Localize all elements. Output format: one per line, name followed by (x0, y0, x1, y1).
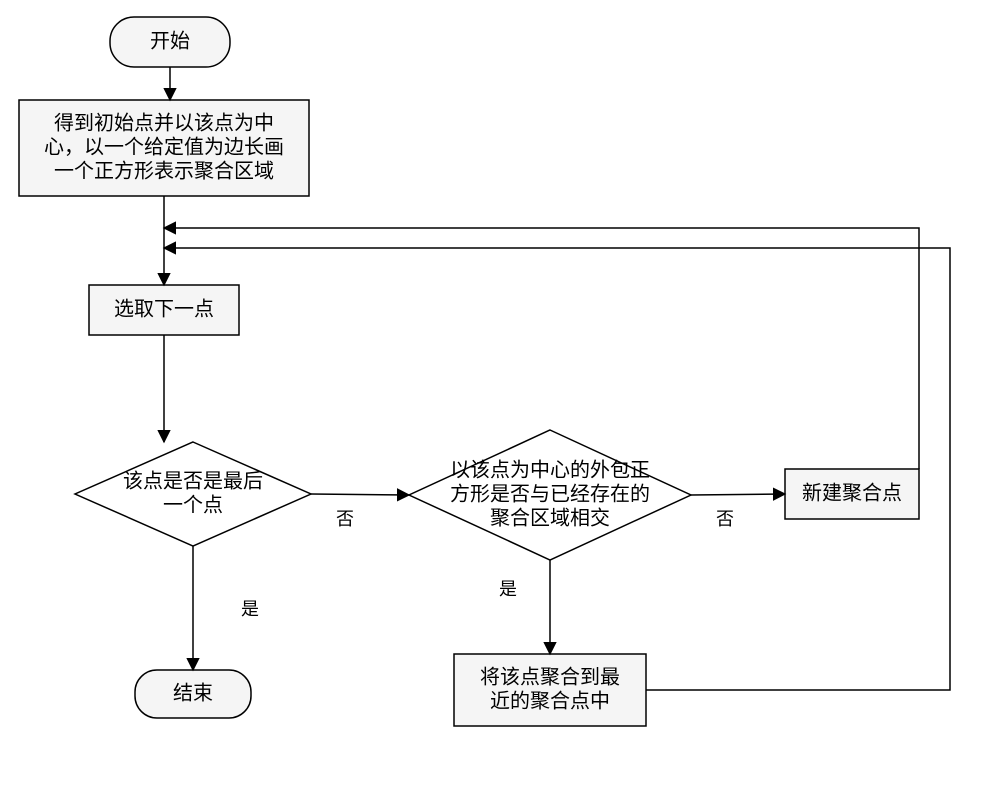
end-label: 结束 (173, 681, 213, 704)
edge-newagg-feedback (164, 228, 919, 469)
edge-islast-end-label: 是 (241, 599, 259, 619)
is-last-line1: 该点是否是最后 (123, 469, 263, 492)
node-new-agg: 新建聚合点 (785, 469, 919, 519)
init-line1: 得到初始点并以该点为中 (54, 111, 274, 134)
node-is-last: 该点是否是最后 一个点 (75, 442, 311, 546)
is-last-line2: 一个点 (163, 493, 223, 516)
node-merge: 将该点聚合到最 近的聚合点中 (454, 654, 646, 726)
init-line3: 一个正方形表示聚合区域 (54, 159, 274, 182)
intersect-line1: 以该点为中心的外包正 (450, 458, 650, 481)
node-start: 开始 (110, 17, 230, 67)
edge-islast-intersect (311, 494, 409, 495)
next-label: 选取下一点 (114, 297, 214, 320)
node-intersect: 以该点为中心的外包正 方形是否与已经存在的 聚合区域相交 (409, 430, 691, 560)
node-end: 结束 (135, 670, 251, 718)
intersect-line2: 方形是否与已经存在的 (450, 482, 650, 505)
merge-line1: 将该点聚合到最 (480, 665, 620, 688)
node-next: 选取下一点 (89, 285, 239, 335)
new-agg-label: 新建聚合点 (802, 481, 902, 504)
intersect-line3: 聚合区域相交 (490, 506, 610, 529)
edge-intersect-newagg-label: 否 (716, 509, 734, 529)
merge-line2: 近的聚合点中 (490, 689, 610, 712)
edge-islast-intersect-label: 否 (336, 509, 354, 529)
node-init: 得到初始点并以该点为中 心，以一个给定值为边长画 一个正方形表示聚合区域 (19, 100, 309, 196)
start-label: 开始 (150, 29, 190, 52)
init-line2: 心，以一个给定值为边长画 (44, 135, 284, 158)
edge-intersect-newagg (691, 494, 785, 495)
edge-intersect-merge-label: 是 (499, 579, 517, 599)
